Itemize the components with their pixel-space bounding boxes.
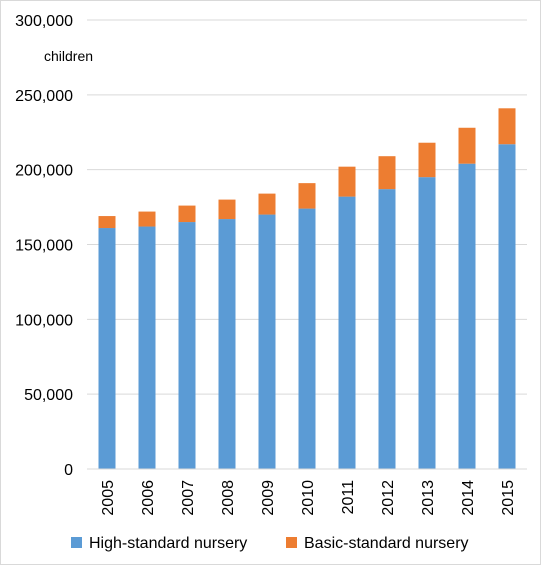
bar-high-standard-2012 (378, 189, 396, 469)
x-tick-label: 2012 (380, 480, 397, 516)
bar-basic-standard-2010 (298, 183, 316, 209)
y-tick-label: 300,000 (15, 13, 73, 30)
bar-basic-standard-2007 (178, 205, 196, 223)
bar-high-standard-2007 (178, 222, 196, 469)
y-tick-label: 100,000 (15, 312, 73, 329)
bars (98, 108, 516, 469)
bar-high-standard-2015 (498, 144, 516, 469)
bar-basic-standard-2008 (218, 199, 236, 220)
bar-basic-standard-2005 (98, 216, 116, 229)
bar-high-standard-2013 (418, 177, 436, 469)
bar-basic-standard-2015 (498, 108, 516, 145)
bar-basic-standard-2011 (338, 166, 356, 197)
x-tick-label: 2008 (220, 480, 237, 516)
bar-high-standard-2009 (258, 214, 276, 469)
x-tick-label: 2015 (500, 480, 517, 516)
legend-label-basic-standard: Basic-standard nursery (304, 535, 469, 552)
bar-basic-standard-2006 (138, 211, 156, 227)
y-tick-label: 0 (64, 462, 73, 479)
bar-high-standard-2014 (458, 163, 476, 469)
x-tick-label: 2014 (460, 480, 477, 516)
x-tick-label: 2010 (300, 480, 317, 516)
y-tick-label: 150,000 (15, 238, 73, 255)
x-axis-ticks: 2005 2006 2007 2008 2009 2010 2011 2012 2013 2014… (100, 480, 517, 516)
x-tick-label: 2013 (420, 480, 437, 516)
y-axis-unit-label: children (44, 48, 93, 64)
y-tick-label: 50,000 (24, 387, 73, 404)
bar-basic-standard-2014 (458, 127, 476, 164)
x-tick-label: 2007 (180, 480, 197, 516)
bar-high-standard-2011 (338, 196, 356, 469)
bar-basic-standard-2013 (418, 142, 436, 178)
legend-swatch-high-standard (71, 537, 82, 548)
x-tick-label: 2006 (140, 480, 157, 516)
y-axis-ticks: 0 50,000 100,000 150,000 200,000 250,000 300,0… (15, 13, 73, 479)
bar-high-standard-2010 (298, 208, 316, 469)
legend-swatch-basic-standard (286, 537, 297, 548)
y-tick-label: 200,000 (15, 163, 73, 180)
bar-basic-standard-2009 (258, 193, 276, 215)
legend: High-standard nursery Basic-standard nur… (71, 535, 469, 552)
y-tick-label: 250,000 (15, 88, 73, 105)
bar-high-standard-2006 (138, 226, 156, 469)
bar-high-standard-2005 (98, 228, 116, 469)
legend-label-high-standard: High-standard nursery (89, 535, 247, 552)
bar-high-standard-2008 (218, 219, 236, 469)
bar-basic-standard-2012 (378, 156, 396, 190)
x-tick-label: 2005 (100, 480, 117, 516)
x-tick-label: 2009 (260, 480, 277, 516)
x-tick-label: 2011 (340, 480, 357, 515)
